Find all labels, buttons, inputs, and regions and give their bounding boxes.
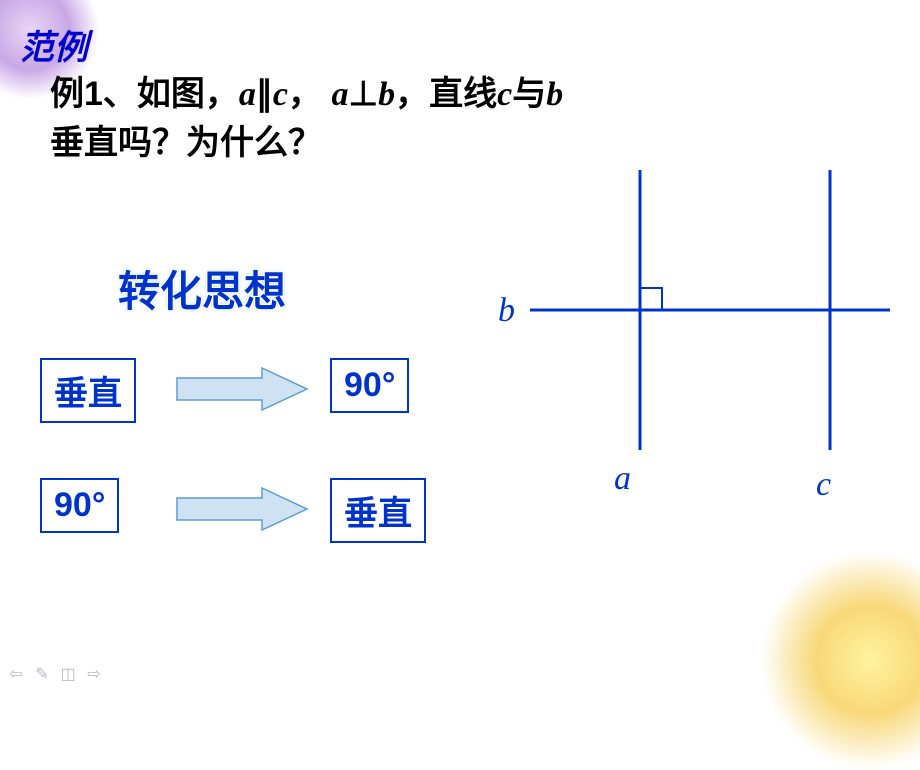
arrow-1 (172, 364, 312, 414)
label-b: b (498, 292, 515, 330)
concept-heading: 转化思想 (118, 258, 286, 319)
ex-a2: a (331, 76, 348, 113)
ex-sep2: ，直线 (395, 75, 497, 113)
box-chuizhi-2: 垂直 (330, 478, 426, 543)
diagram-svg (500, 160, 900, 510)
nav-prev-icon[interactable]: ⇦ (6, 664, 26, 684)
decor-blob-bottom-right (760, 550, 920, 770)
nav-pen-icon[interactable]: ✎ (32, 664, 52, 684)
slide-nav-controls: ⇦ ✎ ◫ ⇨ (6, 664, 104, 684)
example-statement: 例1、如图，a∥c， a⊥b，直线c与b 垂直吗？为什么？ (50, 70, 750, 169)
nav-next-icon[interactable]: ⇨ (84, 664, 104, 684)
right-angle-mark (640, 288, 662, 310)
section-title: 范例 (20, 20, 88, 69)
ex-with: 与 (512, 75, 546, 113)
ex-perp: ⊥ (348, 75, 378, 113)
ex-sep1: ， (288, 75, 322, 113)
box-ninety-2: 90° (40, 478, 119, 533)
geometry-diagram: b a c (500, 160, 900, 510)
label-c: c (816, 466, 831, 504)
ex-prefix: 例1、如图， (50, 75, 239, 113)
ex-parallel: ∥ (256, 75, 273, 113)
label-a: a (614, 460, 631, 498)
box-chuizhi-1: 垂直 (40, 358, 136, 423)
ex-a1: a (239, 76, 256, 113)
nav-menu-icon[interactable]: ◫ (58, 664, 78, 684)
ex-b1: b (378, 76, 395, 113)
box-ninety-1: 90° (330, 358, 409, 413)
ex-line2: 垂直吗？为什么？ (50, 124, 322, 162)
ex-c2: c (497, 76, 512, 113)
ex-c1: c (273, 76, 288, 113)
ex-b2: b (546, 76, 563, 113)
arrow-2 (172, 484, 312, 534)
